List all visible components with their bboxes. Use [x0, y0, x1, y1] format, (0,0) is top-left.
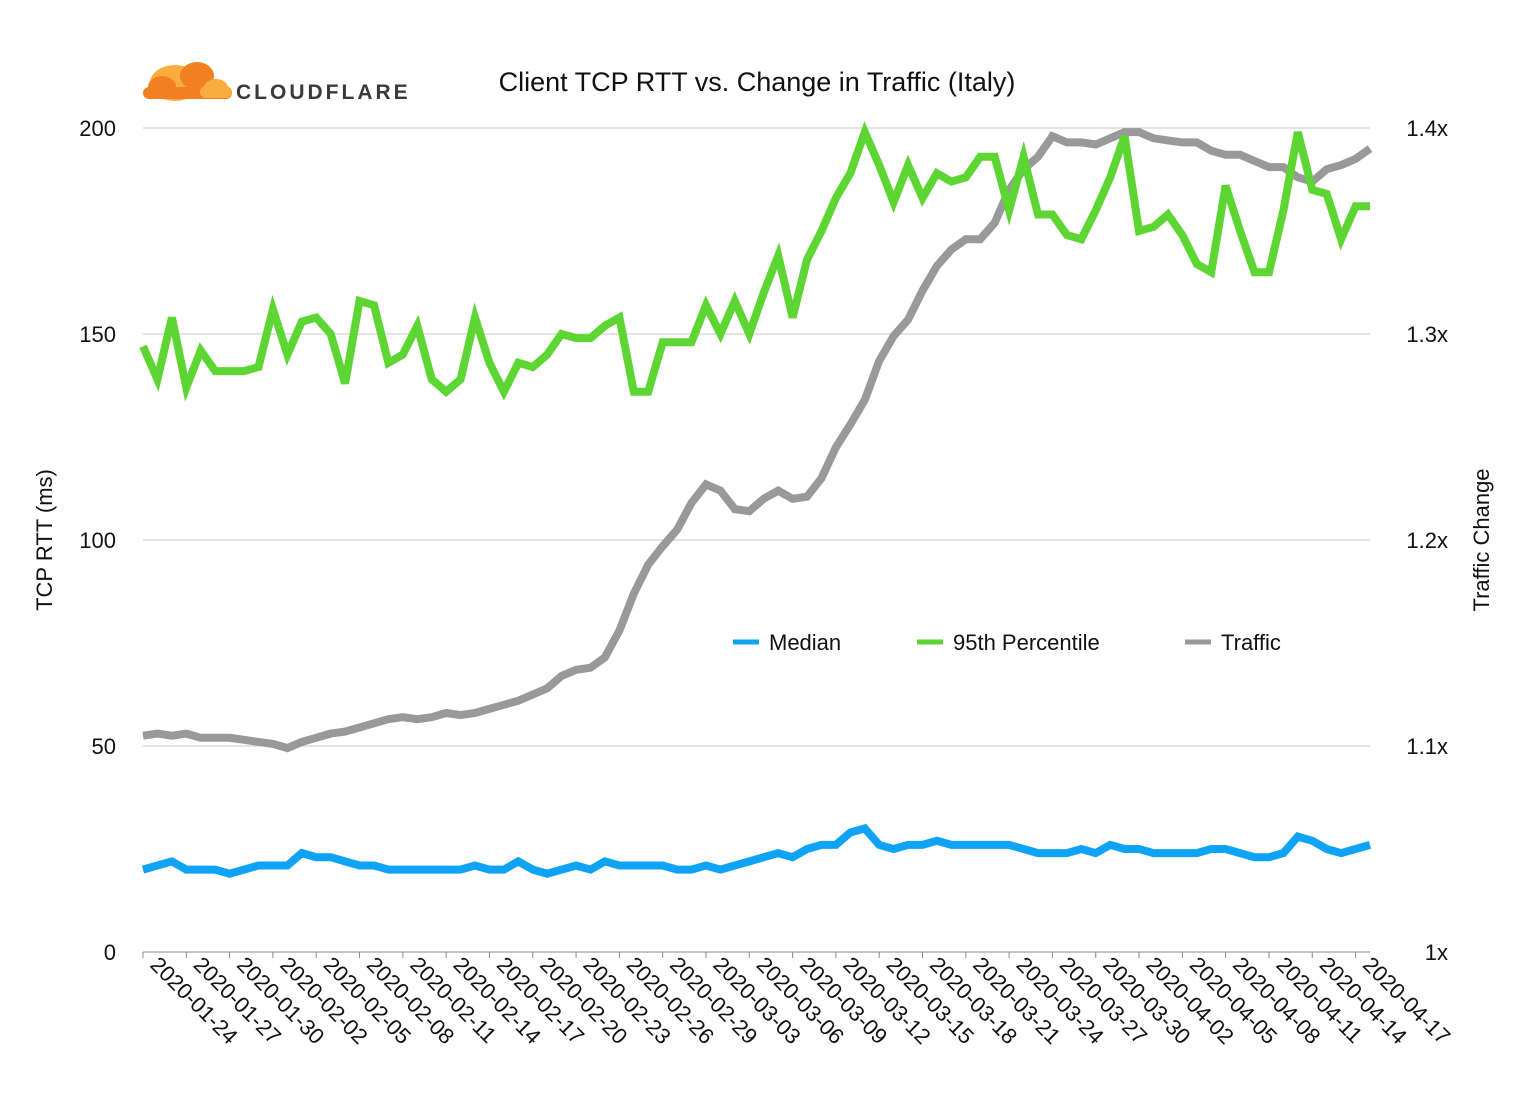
series-line-median [141, 823, 1372, 878]
series-lines [139, 121, 1373, 878]
y-right-tick-label: 1.2x [1406, 528, 1448, 553]
y-left-tick-label: 200 [79, 116, 116, 141]
logo-wordmark: CLOUDFLARE [236, 81, 411, 104]
legend-label: Traffic [1221, 630, 1281, 655]
y-left-tick-label: 100 [79, 528, 116, 553]
y-left-tick-label: 50 [92, 734, 116, 759]
chart-title: Client TCP RTT vs. Change in Traffic (It… [499, 67, 1016, 97]
series-line-95th-percentile [139, 121, 1370, 402]
y-axis-left-ticks: 0 50 100 150 200 [79, 116, 116, 965]
y-axis-left-title: TCP RTT (ms) [32, 469, 57, 611]
legend: Median 95th Percentile Traffic [733, 630, 1281, 655]
grid-lines [143, 127, 1370, 953]
x-axis-ticks: 2020-01-242020-01-272020-01-302020-02-02… [142, 952, 1455, 1049]
y-right-tick-label: 1.1x [1406, 734, 1448, 759]
y-right-tick-label: 1.3x [1406, 322, 1448, 347]
y-right-tick-label: 1.4x [1406, 116, 1448, 141]
y-left-tick-label: 0 [104, 940, 116, 965]
y-axis-right-title: Traffic Change [1469, 468, 1494, 611]
y-axis-right-ticks: 1x 1.1x 1.2x 1.3x 1.4x [1406, 116, 1448, 965]
cloud-icon [143, 62, 232, 101]
cloudflare-logo: CLOUDFLARE [143, 62, 411, 104]
y-left-tick-label: 150 [79, 322, 116, 347]
legend-label: 95th Percentile [953, 630, 1100, 655]
legend-label: Median [769, 630, 841, 655]
series-line-traffic [142, 128, 1373, 753]
y-right-tick-label: 1x [1425, 940, 1448, 965]
